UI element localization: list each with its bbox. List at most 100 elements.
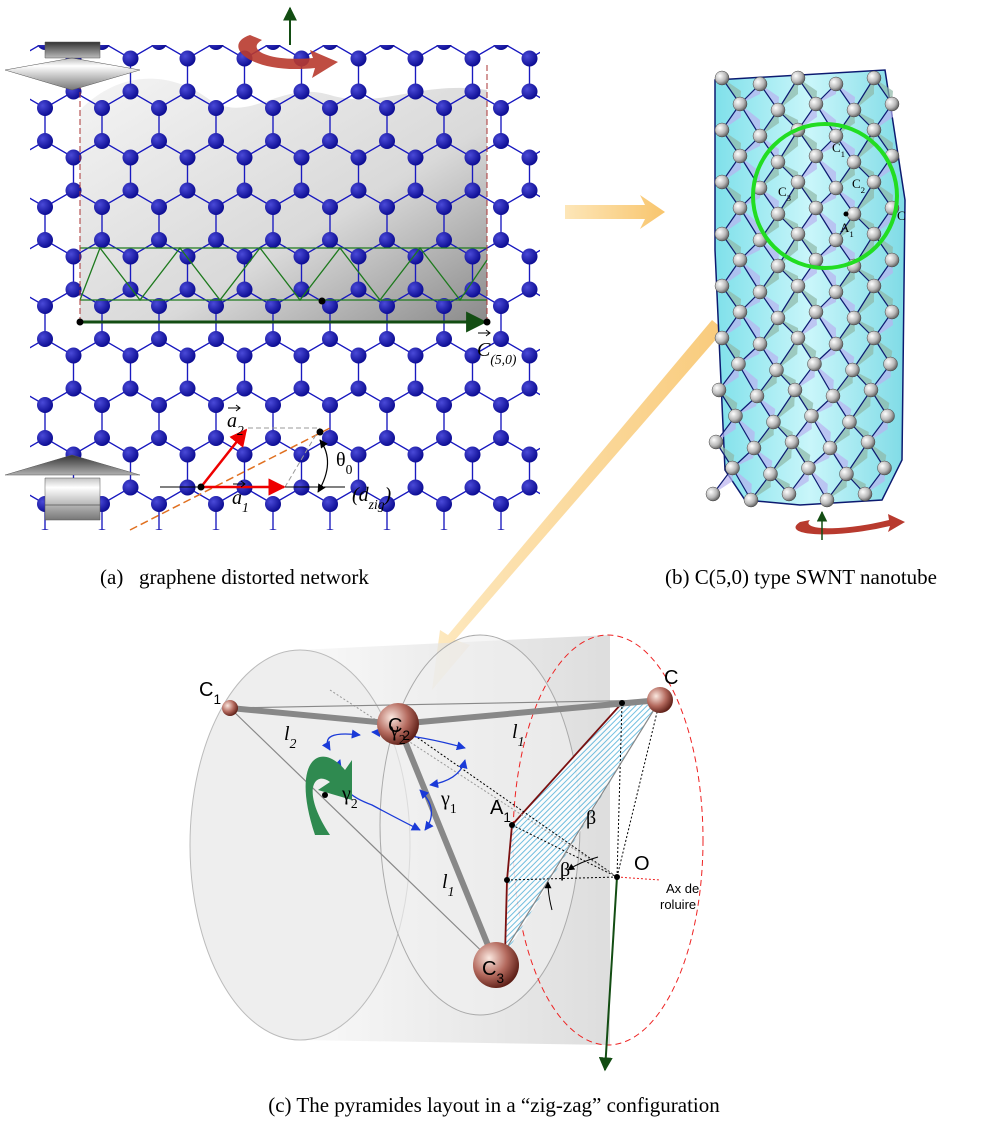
carbon-atom xyxy=(180,84,196,100)
point xyxy=(844,212,849,217)
carbon-atom xyxy=(861,435,875,449)
carbon-atom xyxy=(753,285,767,299)
carbon-atom xyxy=(9,84,25,100)
carbon-atom xyxy=(37,331,53,347)
carbon-atom xyxy=(607,397,623,413)
carbon-atom xyxy=(322,232,338,248)
carbon-atom xyxy=(607,133,623,149)
hexagon xyxy=(530,42,587,108)
carbon-atom xyxy=(826,389,840,403)
carbon-atom xyxy=(151,1,167,17)
label-c1: C1 xyxy=(199,679,221,707)
carbon-atom xyxy=(579,579,595,595)
hexagon xyxy=(245,339,302,405)
carbon-atom xyxy=(607,331,623,347)
carbon-atom xyxy=(151,397,167,413)
carbon-atom xyxy=(37,430,53,446)
carbon-atom xyxy=(791,227,805,241)
carbon-atom xyxy=(636,546,652,562)
carbon-atom xyxy=(237,447,253,463)
carbon-atom xyxy=(151,133,167,149)
carbon-atom xyxy=(664,628,680,644)
subscript: 2 xyxy=(351,796,358,811)
carbon-atom xyxy=(664,496,680,512)
hexagon xyxy=(416,339,473,405)
hexagon xyxy=(0,92,45,158)
hexagon xyxy=(530,339,587,405)
carbon-atom xyxy=(493,199,509,215)
hexagon xyxy=(615,92,672,158)
carbon-atom xyxy=(379,1,395,17)
carbon-atom xyxy=(351,249,367,265)
carbon-atom xyxy=(607,496,623,512)
label-beta-right: β xyxy=(586,807,596,829)
hexagon xyxy=(444,488,501,554)
carbon-atom xyxy=(493,331,509,347)
hexagon xyxy=(0,389,45,455)
subscript: 1 xyxy=(518,734,525,749)
carbon-atom xyxy=(579,282,595,298)
hexagon xyxy=(74,339,131,405)
hexagon xyxy=(473,438,530,504)
carbon-atom xyxy=(771,103,785,117)
carbon-atom xyxy=(823,441,837,455)
carbon-atom xyxy=(550,133,566,149)
hexagon xyxy=(387,0,444,59)
hexagon xyxy=(330,587,387,653)
carbon-atom xyxy=(636,51,652,67)
carbon-atom xyxy=(493,133,509,149)
carbon-atom xyxy=(607,232,623,248)
carbon-atom xyxy=(867,279,881,293)
carbon-atom xyxy=(37,232,53,248)
hexagon xyxy=(216,587,273,653)
carbon-atom xyxy=(351,447,367,463)
subscript: zig xyxy=(368,497,385,512)
carbon-atom xyxy=(208,331,224,347)
carbon-atom xyxy=(829,285,843,299)
carbon-atom xyxy=(493,298,509,314)
carbon-atom xyxy=(820,493,834,507)
point xyxy=(198,484,205,491)
carbon-atom xyxy=(550,199,566,215)
subscript: 1 xyxy=(242,500,249,515)
carbon-atom xyxy=(664,529,680,545)
subscript: 3 xyxy=(787,193,792,203)
carbon-atom xyxy=(550,331,566,347)
carbon-atom xyxy=(9,0,25,1)
hexagon xyxy=(587,339,644,405)
carbon-atom xyxy=(636,150,652,166)
carbon-atom xyxy=(522,282,538,298)
carbon-atom xyxy=(351,183,367,199)
atom-c xyxy=(647,687,673,713)
carbon-atom xyxy=(379,397,395,413)
carbon-atom xyxy=(436,430,452,446)
point xyxy=(317,429,324,436)
carbon-atom xyxy=(436,100,452,116)
carbon-atom xyxy=(123,183,139,199)
carbon-atom xyxy=(867,331,881,345)
carbon-atom xyxy=(664,232,680,248)
hexagon xyxy=(387,488,444,554)
carbon-atom xyxy=(379,430,395,446)
carbon-atom xyxy=(151,628,167,644)
carbon-atom xyxy=(733,149,747,163)
carbon-atom xyxy=(579,150,595,166)
carbon-atom xyxy=(522,480,538,496)
carbon-atom xyxy=(767,415,781,429)
carbon-atom xyxy=(522,348,538,364)
point xyxy=(319,298,326,305)
carbon-atom xyxy=(550,430,566,446)
carbon-atom xyxy=(180,183,196,199)
carbon-atom xyxy=(436,34,452,50)
base-text: γ xyxy=(440,788,450,810)
hexagon xyxy=(444,0,501,59)
subscript: 1 xyxy=(213,692,221,707)
hexagon xyxy=(0,537,17,603)
carbon-atom xyxy=(237,84,253,100)
hexagon xyxy=(17,339,74,405)
carbon-atom xyxy=(66,249,82,265)
carbon-atom xyxy=(579,348,595,364)
carbon-atom xyxy=(664,430,680,446)
hexagon xyxy=(45,389,102,455)
hexagon xyxy=(615,0,672,59)
